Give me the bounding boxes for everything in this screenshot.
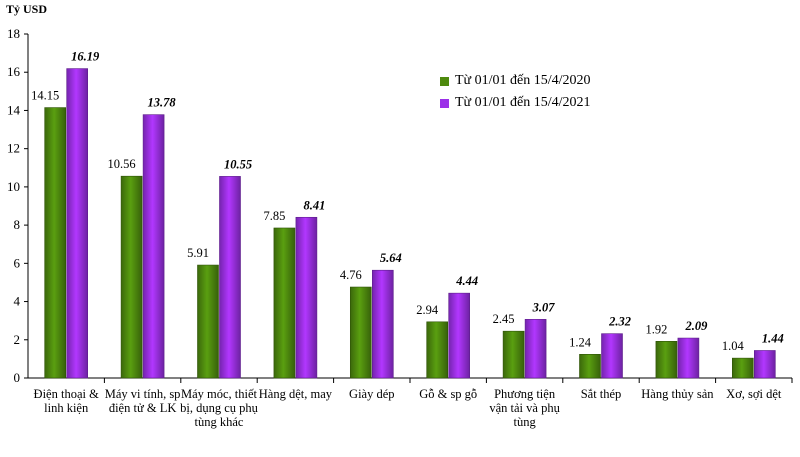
data-label-2021: 16.19 xyxy=(71,50,100,64)
bar-2021 xyxy=(371,269,394,379)
y-tick-label: 4 xyxy=(14,294,21,309)
data-label-2020: 2.45 xyxy=(493,312,515,326)
bar-2020 xyxy=(120,175,143,379)
data-label-2021: 2.32 xyxy=(608,315,631,329)
data-label-2020: 14.15 xyxy=(31,89,59,103)
bar-2021 xyxy=(448,292,471,379)
legend-item-2021: Từ 01/01 đến 15/4/2021 xyxy=(440,92,591,114)
y-tick-label: 2 xyxy=(14,332,21,347)
category-label: Hàng dệt, may xyxy=(258,387,333,401)
data-label-2020: 1.24 xyxy=(569,335,592,349)
y-tick-label: 8 xyxy=(14,217,21,232)
data-label-2021: 5.64 xyxy=(380,251,402,265)
data-label-2020: 10.56 xyxy=(108,157,136,171)
data-label-2021: 10.55 xyxy=(224,157,252,171)
y-tick-label: 18 xyxy=(7,26,20,41)
category-label: Sắt thép xyxy=(580,387,622,401)
category-label: Xơ, sợi dệt xyxy=(726,387,782,401)
bar-2021 xyxy=(219,176,241,379)
bar-2020 xyxy=(426,321,449,379)
y-tick-label: 10 xyxy=(7,179,20,194)
category-label: Hàng thủy sản xyxy=(641,387,714,401)
bar-2020 xyxy=(502,330,525,379)
bar-2021 xyxy=(142,114,165,379)
y-tick-label: 6 xyxy=(14,255,21,270)
y-axis-unit-label: Tỷ USD xyxy=(6,2,48,16)
bar-2020 xyxy=(197,264,219,379)
category-label: Máy móc, thiết bị, dụng cụ phụ tùng khác xyxy=(180,387,258,429)
data-label-2020: 4.76 xyxy=(340,268,362,282)
y-tick-label: 14 xyxy=(7,102,21,117)
chart-legend: Từ 01/01 đến 15/4/2020 Từ 01/01 đến 15/4… xyxy=(440,70,591,114)
data-label-2020: 7.85 xyxy=(263,209,285,223)
bar-2020 xyxy=(579,354,601,379)
data-label-2021: 13.78 xyxy=(148,96,177,110)
data-label-2021: 1.44 xyxy=(762,331,784,345)
bar-2021 xyxy=(753,350,776,379)
bar-2021 xyxy=(66,68,88,379)
bar-2021 xyxy=(601,333,623,379)
bar-2021 xyxy=(524,319,547,379)
bar-2020 xyxy=(273,227,296,379)
bar-2021 xyxy=(295,216,318,379)
data-label-2020: 5.91 xyxy=(187,246,209,260)
category-label: Phương tiện vận tải và phụ tùng xyxy=(489,387,560,429)
bar-2020 xyxy=(349,286,372,379)
bar-2021 xyxy=(677,337,700,379)
bar-2020 xyxy=(655,341,678,379)
y-tick-label: 0 xyxy=(14,370,21,385)
category-label: Điện thoại & linh kiện xyxy=(33,387,99,415)
category-label: Gỗ & sp gỗ xyxy=(419,387,478,401)
bar-2020 xyxy=(731,357,754,379)
data-label-2021: 2.09 xyxy=(684,319,708,333)
y-tick-label: 16 xyxy=(7,64,21,79)
y-tick-label: 12 xyxy=(7,141,20,156)
legend-swatch-2021 xyxy=(440,98,449,108)
legend-swatch-2020 xyxy=(440,76,449,86)
data-label-2020: 1.04 xyxy=(722,339,745,353)
data-label-2021: 3.07 xyxy=(532,300,556,314)
data-label-2020: 2.94 xyxy=(416,303,439,317)
data-label-2021: 4.44 xyxy=(455,274,478,288)
legend-label-2020: Từ 01/01 đến 15/4/2020 xyxy=(455,73,591,88)
legend-label-2021: Từ 01/01 đến 15/4/2021 xyxy=(455,95,591,110)
category-label: Máy vi tính, sp điện tử & LK xyxy=(104,387,181,415)
bar-2020 xyxy=(44,107,67,379)
legend-item-2020: Từ 01/01 đến 15/4/2020 xyxy=(440,70,591,92)
data-label-2020: 1.92 xyxy=(645,322,667,336)
data-label-2021: 8.41 xyxy=(303,198,325,212)
category-label: Giày dép xyxy=(349,387,395,401)
